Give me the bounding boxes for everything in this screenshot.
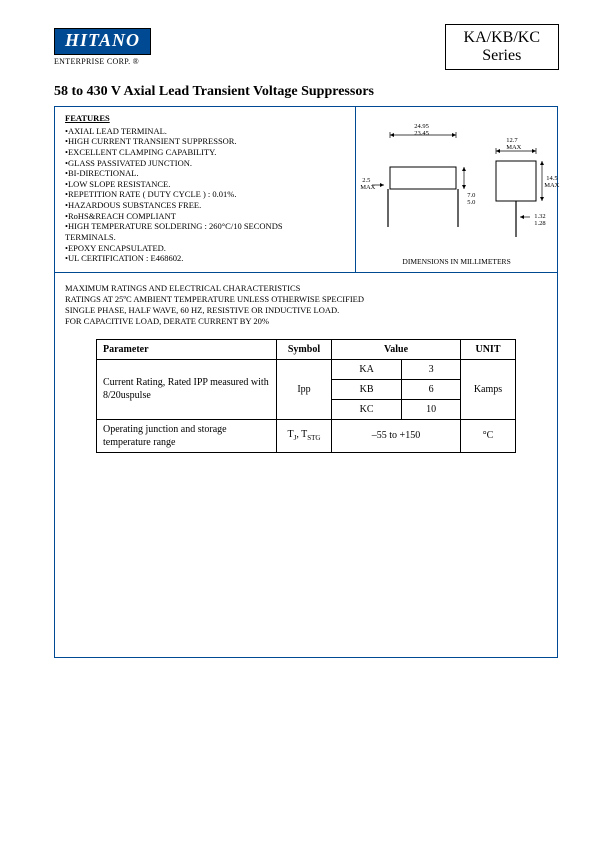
th-parameter: Parameter	[97, 339, 277, 359]
table-row: Operating junction and storage temperatu…	[97, 419, 516, 452]
dim-body-h2: 5.0	[467, 199, 475, 206]
dim-lead-w2: 1.28	[534, 220, 545, 227]
features-list: •AXIAL LEAD TERMINAL. •HIGH CURRENT TRAN…	[65, 126, 345, 264]
feature-item: •GLASS PASSIVATED JUNCTION.	[65, 158, 345, 169]
dim-pkg-h: 14.5	[546, 175, 557, 182]
dim-body-h1: 7.0	[467, 192, 475, 199]
th-symbol: Symbol	[277, 339, 332, 359]
dim-lead-w1: 1.32	[534, 213, 545, 220]
td-param: Operating junction and storage temperatu…	[97, 419, 277, 452]
package-drawing	[486, 145, 556, 245]
parameters-table: Parameter Symbol Value UNIT Current Rati…	[96, 339, 516, 453]
top-row: FEATURES •AXIAL LEAD TERMINAL. •HIGH CUR…	[55, 107, 557, 273]
axial-drawing	[360, 129, 480, 239]
ratings-line: MAXIMUM RATINGS AND ELECTRICAL CHARACTER…	[65, 283, 547, 294]
dimensions-cell: 24.95 23.45 2.5 MAX 7.0 5.0	[356, 107, 557, 272]
series-line2: Series	[464, 47, 540, 65]
dim-lead-d1b: MAX	[360, 184, 375, 191]
dim-pkg-wb: MAX	[506, 144, 521, 151]
feature-item: •EPOXY ENCAPSULATED.	[65, 243, 345, 254]
feature-item: •REPETITION RATE ( DUTY CYCLE ) : 0.01%.	[65, 189, 345, 200]
feature-item: TERMINALS.	[65, 232, 345, 243]
ratings-text: MAXIMUM RATINGS AND ELECTRICAL CHARACTER…	[55, 273, 557, 453]
dim-body-w1: 24.95	[414, 123, 429, 130]
feature-item: •LOW SLOPE RESISTANCE.	[65, 179, 345, 190]
series-line1: KA/KB/KC	[464, 29, 540, 47]
ratings-line: FOR CAPACITIVE LOAD, DERATE CURRENT BY 2…	[65, 316, 547, 327]
logo-text: HITANO	[54, 28, 151, 55]
feature-item: •RoHS&REACH COMPLIANT	[65, 211, 345, 222]
feature-item: •BI-DIRECTIONAL.	[65, 168, 345, 179]
td-unit: Kamps	[461, 359, 516, 419]
td-param: Current Rating, Rated IPP measured with …	[97, 359, 277, 419]
td-symbol: TJ, TSTG	[277, 419, 332, 452]
td-value-label: KC	[332, 399, 402, 419]
td-value: –55 to +150	[332, 419, 461, 452]
ratings-line: RATINGS AT 25ºC AMBIENT TEMPERATURE UNLE…	[65, 294, 547, 305]
td-value: 6	[402, 379, 461, 399]
td-value-label: KB	[332, 379, 402, 399]
dim-lead-d1: 2.5	[362, 177, 370, 184]
dim-pkg-w: 12.7	[506, 137, 517, 144]
features-heading: FEATURES	[65, 113, 345, 124]
th-unit: UNIT	[461, 339, 516, 359]
features-cell: FEATURES •AXIAL LEAD TERMINAL. •HIGH CUR…	[55, 107, 356, 272]
td-value-label: KA	[332, 359, 402, 379]
series-box: KA/KB/KC Series	[445, 24, 559, 70]
main-frame: FEATURES •AXIAL LEAD TERMINAL. •HIGH CUR…	[54, 106, 558, 658]
dim-body-w2: 23.45	[414, 130, 429, 137]
logo-subtitle: ENTERPRISE CORP. ®	[54, 57, 151, 66]
td-value: 3	[402, 359, 461, 379]
td-value: 10	[402, 399, 461, 419]
ratings-line: SINGLE PHASE, HALF WAVE, 60 HZ, RESISTIV…	[65, 305, 547, 316]
table-header-row: Parameter Symbol Value UNIT	[97, 339, 516, 359]
page-title: 58 to 430 V Axial Lead Transient Voltage…	[54, 84, 374, 100]
feature-item: •HIGH TEMPERATURE SOLDERING : 260°C/10 S…	[65, 221, 345, 232]
dim-pkg-hb: MAX	[544, 182, 559, 189]
feature-item: •EXCELLENT CLAMPING CAPABILITY.	[65, 147, 345, 158]
td-symbol: Ipp	[277, 359, 332, 419]
dimensions-caption: DIMENSIONS IN MILLIMETERS	[356, 257, 557, 266]
td-unit: °C	[461, 419, 516, 452]
table-row: Current Rating, Rated IPP measured with …	[97, 359, 516, 379]
th-value: Value	[332, 339, 461, 359]
brand-logo: HITANO ENTERPRISE CORP. ®	[54, 28, 151, 66]
feature-item: •HAZARDOUS SUBSTANCES FREE.	[65, 200, 345, 211]
feature-item: •HIGH CURRENT TRANSIENT SUPPRESSOR.	[65, 136, 345, 147]
feature-item: •AXIAL LEAD TERMINAL.	[65, 126, 345, 137]
feature-item: •UL CERTIFICATION : E468602.	[65, 253, 345, 264]
